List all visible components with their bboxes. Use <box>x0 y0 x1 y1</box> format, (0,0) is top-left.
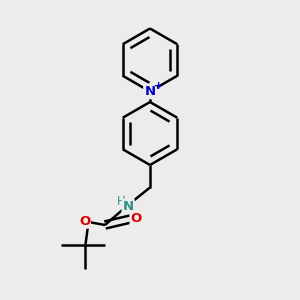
Text: N: N <box>144 85 156 98</box>
Text: H: H <box>116 195 125 208</box>
Text: N: N <box>122 200 134 213</box>
Text: O: O <box>79 215 90 228</box>
Text: O: O <box>130 212 142 226</box>
Text: +: + <box>154 81 163 91</box>
